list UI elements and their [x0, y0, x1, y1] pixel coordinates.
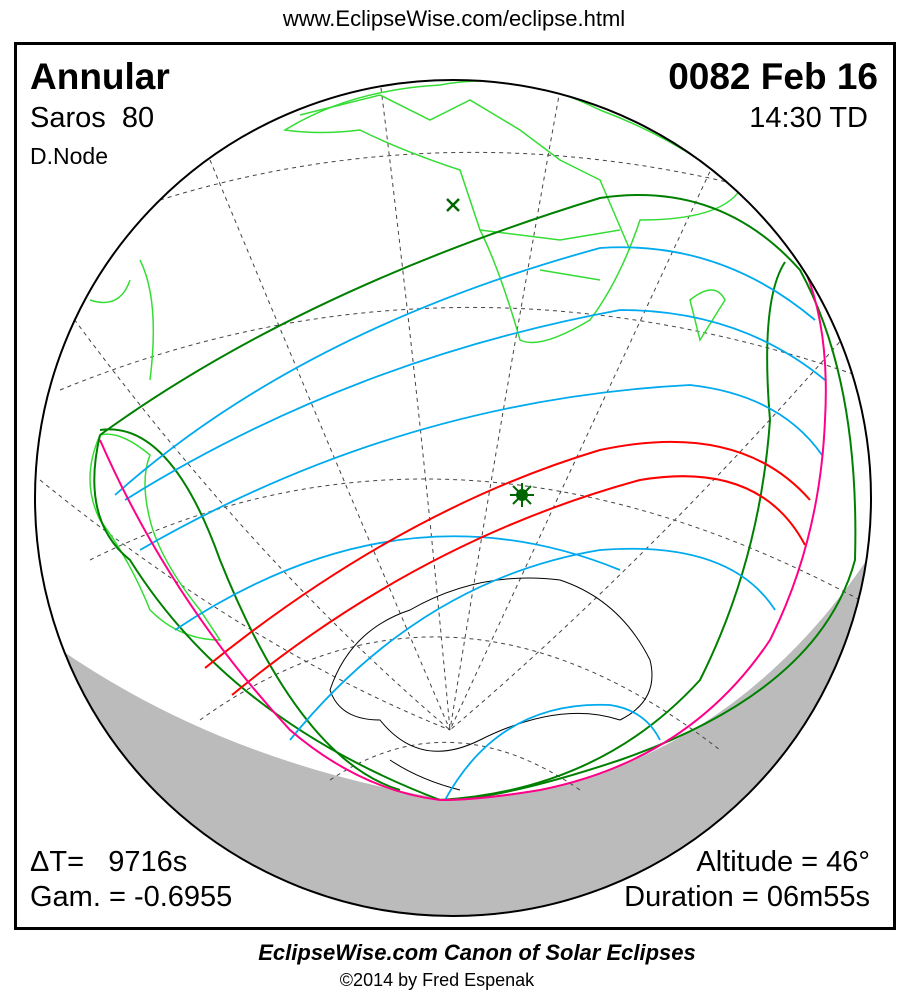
- rise-set-curves: [99, 269, 827, 801]
- x-icon: [446, 198, 460, 212]
- node: D.Node: [30, 143, 108, 169]
- url-header: www.EclipseWise.com/eclipse.html: [282, 6, 626, 31]
- altitude: Altitude = 46°: [696, 846, 870, 878]
- saros-number: Saros 80: [30, 102, 155, 134]
- eclipse-type: Annular: [30, 56, 170, 97]
- footer-copyright: ©2014 by Fred Espenak: [339, 970, 535, 990]
- gamma: Gam. = -0.6955: [30, 881, 233, 913]
- magnitude-lines: [114, 246, 826, 801]
- eclipse-date: 0082 Feb 16: [668, 56, 878, 97]
- penumbral-limits: [93, 194, 857, 801]
- globe: [35, 80, 871, 916]
- footer-title: EclipseWise.com Canon of Solar Eclipses: [258, 940, 696, 965]
- duration: Duration = 06m55s: [624, 881, 870, 913]
- delta-t: ΔT= 9716s: [30, 846, 188, 878]
- globe-outline: [34, 79, 872, 917]
- asterisk-icon: [510, 483, 534, 507]
- eclipse-time: 14:30 TD: [749, 102, 868, 134]
- map-frame: [14, 42, 896, 930]
- central-path: [204, 440, 811, 696]
